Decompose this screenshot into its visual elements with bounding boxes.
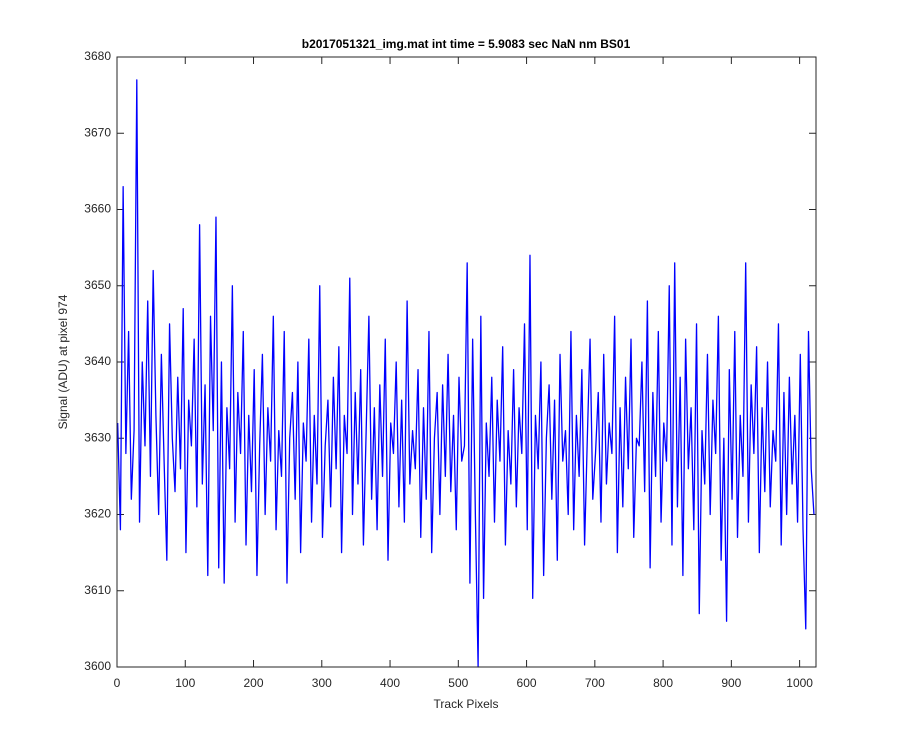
x-tick-label: 100 — [175, 676, 195, 690]
y-tick-label: 3620 — [84, 507, 111, 521]
x-tick-label: 500 — [448, 676, 468, 690]
y-tick-label: 3600 — [84, 659, 111, 673]
chart-title: b2017051321_img.mat int time = 5.9083 se… — [302, 37, 631, 51]
y-tick-label: 3640 — [84, 354, 111, 368]
axes-box — [116, 56, 817, 668]
x-tick-label: 300 — [312, 676, 332, 690]
data-line — [117, 79, 815, 668]
y-axis-label: Signal (ADU) at pixel 974 — [56, 294, 70, 429]
y-tick-label: 3670 — [84, 125, 111, 139]
x-tick-label: 400 — [380, 676, 400, 690]
x-tick-label: 0 — [114, 676, 121, 690]
y-tick-label: 3660 — [84, 202, 111, 216]
x-tick-label: 200 — [244, 676, 264, 690]
x-tick-label: 900 — [721, 676, 741, 690]
y-tick-label: 3650 — [84, 278, 111, 292]
y-tick-label: 3680 — [84, 49, 111, 63]
plot: 3600 3610 3620 3630 3640 3650 3660 3670 3680 0 100… — [84, 49, 816, 690]
x-tick-label: 800 — [653, 676, 673, 690]
y-tick-label: 3630 — [84, 430, 111, 444]
x-tick-label: 1000 — [786, 676, 813, 690]
y-tick-label: 3610 — [84, 583, 111, 597]
x-tick-label: 700 — [585, 676, 605, 690]
x-axis-label: Track Pixels — [434, 697, 499, 711]
x-tick-label: 600 — [517, 676, 537, 690]
